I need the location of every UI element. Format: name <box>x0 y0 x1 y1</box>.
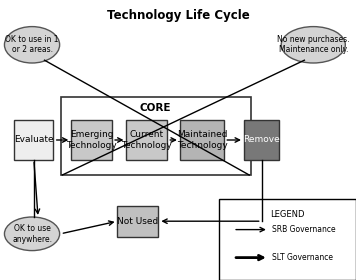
Bar <box>71 120 112 160</box>
Ellipse shape <box>281 27 345 63</box>
Ellipse shape <box>4 27 59 63</box>
Text: SRB Governance: SRB Governance <box>272 225 336 234</box>
Bar <box>219 199 356 280</box>
Bar <box>180 120 224 160</box>
Text: LEGEND: LEGEND <box>270 210 305 219</box>
Text: Evaluate: Evaluate <box>14 136 54 144</box>
Bar <box>61 97 251 175</box>
Text: OK to use in 1
or 2 areas.: OK to use in 1 or 2 areas. <box>5 35 59 55</box>
Bar <box>126 120 167 160</box>
Bar <box>14 120 53 160</box>
Text: SLT Governance: SLT Governance <box>272 253 333 262</box>
Text: Emerging
Technology: Emerging Technology <box>66 130 117 150</box>
Text: Remove: Remove <box>243 136 280 144</box>
Text: CORE: CORE <box>140 103 172 113</box>
Text: OK to use
anywhere.: OK to use anywhere. <box>12 224 52 244</box>
Bar <box>117 206 158 237</box>
Bar <box>244 120 279 160</box>
Text: No new purchases.
Maintenance only.: No new purchases. Maintenance only. <box>277 35 350 55</box>
Text: Current
Technology: Current Technology <box>121 130 172 150</box>
Ellipse shape <box>4 217 59 251</box>
Text: Maintained
Technology: Maintained Technology <box>177 130 227 150</box>
Text: Not Used: Not Used <box>117 217 158 226</box>
Text: Technology Life Cycle: Technology Life Cycle <box>107 9 249 22</box>
